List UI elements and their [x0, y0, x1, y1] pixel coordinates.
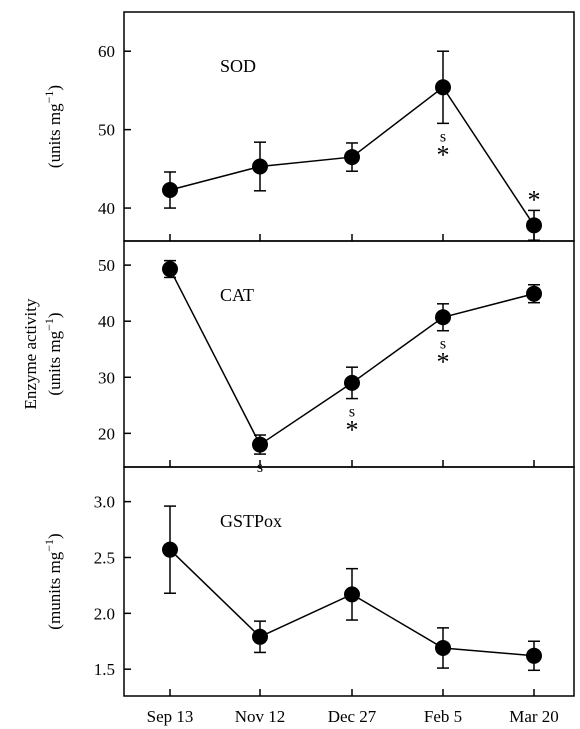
cat-significance-star: *: [437, 348, 450, 377]
sod-panel-title: SOD: [220, 56, 256, 76]
sod-data-point: [162, 182, 178, 199]
sod-significance-s: s: [440, 128, 446, 145]
cat-data-point: [526, 285, 542, 302]
cat-data-point: [162, 261, 178, 278]
cat-panel-title: CAT: [220, 285, 254, 305]
cat-significance-star: *: [346, 416, 359, 445]
gstpox-data-point: [526, 647, 542, 664]
x-tick-label: Nov 12: [235, 707, 286, 726]
gstpox-data-point: [162, 541, 178, 558]
gstpox-panel: 1.5 2.0 2.5 3.0 GSTPox (munits mg−1): [42, 466, 575, 697]
shared-y-axis-label: Enzyme activity: [21, 298, 40, 409]
cat-ytick-label: 50: [98, 256, 115, 275]
cat-data-point: [252, 436, 268, 453]
x-tick-label: Feb 5: [424, 707, 462, 726]
gstpox-ytick-label: 2.0: [94, 604, 115, 623]
gstpox-data-point: [344, 586, 360, 603]
sod-data-point: [526, 217, 542, 234]
gstpox-ytick-label: 1.5: [94, 660, 115, 679]
gstpox-panel-title: GSTPox: [220, 511, 282, 531]
sod-frame: [123, 11, 575, 242]
cat-ytick-label: 40: [98, 312, 115, 331]
x-tick-label: Dec 27: [328, 707, 377, 726]
cat-significance-s: s: [349, 404, 355, 421]
sod-ytick-label: 40: [98, 199, 115, 218]
gstpox-y-axis-label: (munits mg−1): [42, 533, 64, 629]
gstpox-ytick-label: 3.0: [94, 493, 115, 512]
cat-y-axis-label: (units mg−1): [42, 312, 64, 395]
sod-data-point: [252, 158, 268, 175]
gstpox-data-point: [435, 639, 451, 656]
cat-significance-s: s: [440, 336, 446, 353]
sod-y-axis-label: (units mg−1): [42, 85, 64, 168]
x-tick-label: Mar 20: [509, 707, 559, 726]
sod-significance-star: *: [437, 140, 450, 169]
sod-data-point: [344, 149, 360, 166]
cat-ytick-label: 20: [98, 424, 115, 443]
x-tick-label: Sep 13: [147, 707, 194, 726]
cat-ytick-label: 30: [98, 368, 115, 387]
gstpox-data-point: [252, 628, 268, 645]
sod-ytick-label: 60: [98, 42, 115, 61]
gstpox-ytick-label: 2.5: [94, 548, 115, 567]
sod-data-point: [435, 79, 451, 96]
sod-ytick-label: 50: [98, 121, 115, 140]
gstpox-frame: [123, 466, 575, 697]
cat-data-point: [435, 309, 451, 326]
sod-significance-star: *: [528, 185, 541, 214]
cat-data-point: [344, 374, 360, 391]
